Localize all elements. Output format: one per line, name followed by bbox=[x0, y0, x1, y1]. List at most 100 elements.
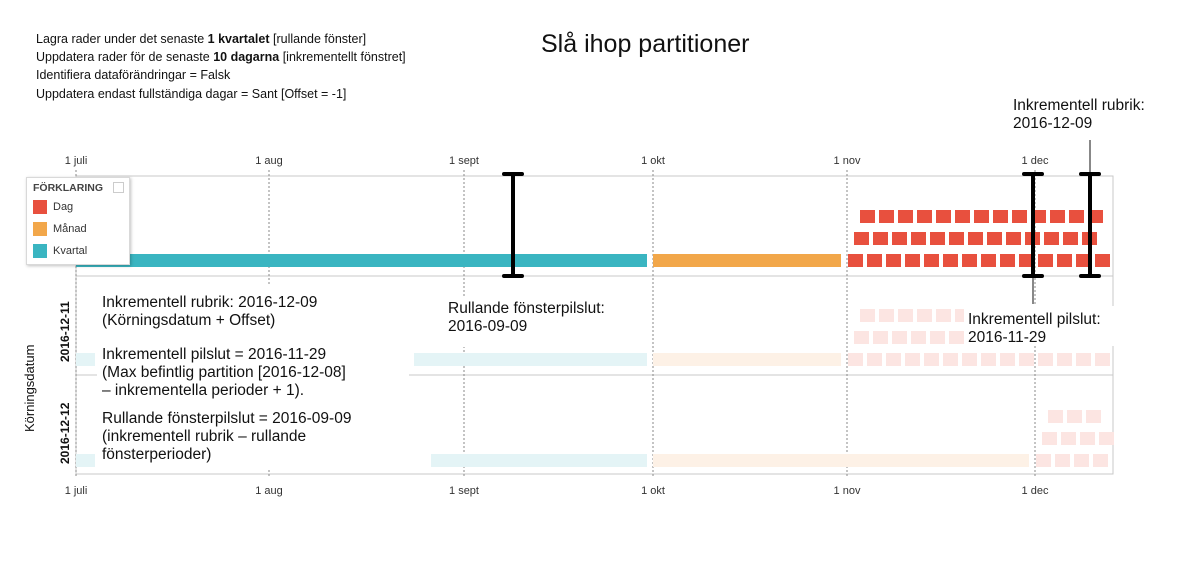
legend-swatch-day bbox=[33, 200, 47, 214]
day-block bbox=[848, 254, 863, 267]
day-block bbox=[1038, 254, 1053, 267]
day-block bbox=[955, 210, 970, 223]
legend-swatch-quarter bbox=[33, 244, 47, 258]
day-block-faded bbox=[981, 353, 996, 366]
day-block bbox=[1057, 254, 1072, 267]
notes-background bbox=[97, 286, 409, 468]
day-block-faded bbox=[1019, 353, 1034, 366]
day-block-faded bbox=[943, 353, 958, 366]
day-block bbox=[930, 232, 945, 245]
day-block-faded bbox=[905, 353, 920, 366]
legend-swatch-month bbox=[33, 222, 47, 236]
day-block-faded bbox=[898, 309, 913, 322]
day-block bbox=[873, 232, 888, 245]
note-rolling-end: Rullande fönsterpilslut = 2016-09-09 (in… bbox=[102, 410, 352, 463]
day-block bbox=[886, 254, 901, 267]
day-block-faded bbox=[1061, 432, 1076, 445]
day-block bbox=[993, 210, 1008, 223]
y-axis-label: Körningsdatum bbox=[22, 344, 37, 432]
incremental-end-label: Inkrementell pilslut: 2016-11-29 bbox=[968, 311, 1101, 346]
rolling-end-label: Rullande fönsterpilslut: 2016-09-09 bbox=[448, 300, 605, 335]
day-block bbox=[974, 210, 989, 223]
legend-label-month: Månad bbox=[53, 223, 87, 235]
axis-tick-label-top: 1 aug bbox=[255, 155, 283, 167]
note-incremental-header: Inkrementell rubrik: 2016-12-09 (Körning… bbox=[102, 294, 318, 329]
month-bar-faded bbox=[653, 353, 841, 366]
quarter-bar-faded bbox=[76, 353, 95, 366]
quarter-bar bbox=[76, 254, 647, 267]
axis-tick-label-top: 1 juli bbox=[65, 155, 88, 167]
day-block bbox=[867, 254, 882, 267]
day-block bbox=[892, 232, 907, 245]
day-block-faded bbox=[1067, 410, 1082, 423]
day-block bbox=[1095, 254, 1110, 267]
day-block-faded bbox=[1080, 432, 1095, 445]
day-block bbox=[1063, 232, 1078, 245]
day-block-faded bbox=[1042, 432, 1057, 445]
day-block-faded bbox=[892, 331, 907, 344]
axis-tick-label-bottom: 1 nov bbox=[834, 485, 861, 497]
quarter-bar-faded bbox=[76, 454, 95, 467]
row-label-2016-12-11: 2016-12-11 bbox=[58, 301, 72, 362]
day-block bbox=[860, 210, 875, 223]
day-block bbox=[924, 254, 939, 267]
row-label-2016-12-12: 2016-12-12 bbox=[58, 402, 72, 464]
day-block bbox=[911, 232, 926, 245]
month-bar-faded bbox=[653, 454, 1029, 467]
day-block-faded bbox=[1057, 353, 1072, 366]
day-block-faded bbox=[1036, 454, 1051, 467]
month-bar bbox=[653, 254, 841, 267]
day-block-faded bbox=[1074, 454, 1089, 467]
page-title: Slå ihop partitioner bbox=[541, 30, 750, 58]
day-block-faded bbox=[848, 353, 863, 366]
axis-tick-label-bottom: 1 juli bbox=[65, 485, 88, 497]
axis-tick-label-top: 1 dec bbox=[1022, 155, 1049, 167]
axis-tick-label-bottom: 1 aug bbox=[255, 485, 283, 497]
incremental-header-top-label: Inkrementell rubrik: 2016-12-09 bbox=[1013, 97, 1145, 132]
legend: FÖRKLARING Dag Månad Kvartal bbox=[26, 177, 130, 265]
day-block-faded bbox=[854, 331, 869, 344]
day-block-faded bbox=[867, 353, 882, 366]
setting-line-3: Identifiera dataförändringar = Falsk bbox=[36, 68, 231, 83]
day-block-faded bbox=[1086, 410, 1101, 423]
day-block-faded bbox=[917, 309, 932, 322]
day-block-faded bbox=[936, 309, 951, 322]
axis-tick-label-top: 1 sept bbox=[449, 155, 479, 167]
axis-tick-label-bottom: 1 okt bbox=[641, 485, 665, 497]
day-block-faded bbox=[1093, 454, 1108, 467]
day-block-faded bbox=[949, 331, 964, 344]
day-block bbox=[987, 232, 1002, 245]
day-block bbox=[949, 232, 964, 245]
setting-line-2: Uppdatera rader för de senaste 10 dagarn… bbox=[36, 50, 406, 65]
day-block bbox=[1019, 254, 1034, 267]
axis-tick-label-top: 1 nov bbox=[834, 155, 861, 167]
day-block-faded bbox=[930, 331, 945, 344]
day-block bbox=[879, 210, 894, 223]
day-block-faded bbox=[1076, 353, 1091, 366]
day-block-faded bbox=[1055, 454, 1070, 467]
axis-tick-label-bottom: 1 dec bbox=[1022, 485, 1049, 497]
day-block bbox=[1069, 210, 1084, 223]
day-block bbox=[1076, 254, 1091, 267]
day-block-faded bbox=[1038, 353, 1053, 366]
day-block bbox=[905, 254, 920, 267]
day-block bbox=[936, 210, 951, 223]
day-block bbox=[898, 210, 913, 223]
legend-title: FÖRKLARING bbox=[33, 182, 103, 194]
day-block bbox=[1050, 210, 1065, 223]
note-incremental-end: Inkrementell pilslut = 2016-11-29 (Max b… bbox=[102, 346, 346, 399]
day-block bbox=[854, 232, 869, 245]
quarter-bar-faded bbox=[414, 353, 647, 366]
incremental-end-background bbox=[964, 306, 1132, 346]
day-block bbox=[1000, 254, 1015, 267]
axis-tick-label-top: 1 okt bbox=[641, 155, 665, 167]
setting-line-1: Lagra rader under det senaste 1 kvartale… bbox=[36, 32, 367, 46]
day-block bbox=[917, 210, 932, 223]
day-block-faded bbox=[911, 331, 926, 344]
rolling-label-background bbox=[443, 297, 649, 347]
day-block bbox=[943, 254, 958, 267]
legend-toggle-box[interactable] bbox=[113, 182, 124, 193]
day-block-faded bbox=[924, 353, 939, 366]
day-block-faded bbox=[962, 353, 977, 366]
day-block bbox=[1006, 232, 1021, 245]
